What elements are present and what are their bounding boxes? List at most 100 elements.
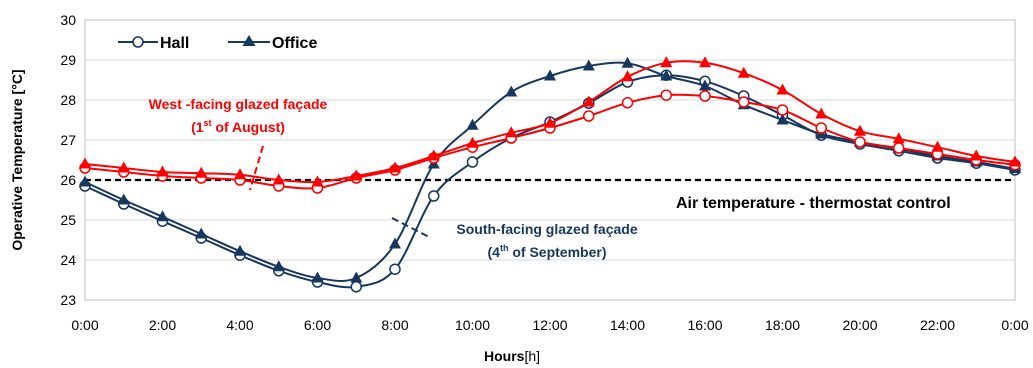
legend-hall-label: Hall	[160, 35, 189, 52]
data-point-west-office	[970, 149, 983, 161]
data-point-south-office	[544, 69, 556, 81]
data-point-west-hall	[776, 104, 789, 116]
x-tick-label: 12:00	[532, 317, 567, 333]
data-point-west-office	[621, 70, 634, 82]
data-point-west-office	[311, 175, 324, 187]
west-annotation-pointer	[249, 145, 264, 191]
data-point-west-office	[466, 136, 479, 148]
data-point-south-office	[272, 260, 285, 272]
data-point-west-office	[699, 56, 711, 68]
x-tick-labels: 0:00 2:00 4:00 6:00 8:00 10:00 12:00 14:00 16:00…	[71, 317, 1028, 333]
data-point-south-office	[776, 113, 789, 125]
data-point-south-office	[156, 210, 169, 222]
x-tick-label: 4:00	[226, 317, 253, 333]
data-point-south-office	[660, 69, 673, 81]
south-annotation-pre: (4	[488, 244, 501, 260]
south-annotation-pointer	[391, 217, 432, 239]
x-tick-label: 0:00	[1001, 317, 1028, 333]
x-tick-label: 14:00	[610, 317, 645, 333]
data-point-south-office	[311, 271, 324, 283]
data-point-west-office	[931, 140, 944, 152]
data-point-south-office	[582, 59, 595, 71]
data-point-south-hall	[428, 190, 440, 202]
data-point-west-office	[660, 56, 673, 68]
data-point-south-office	[699, 79, 711, 91]
reference-line-label: Air temperature - thermostat control	[676, 195, 951, 212]
data-point-west-hall	[815, 122, 827, 134]
data-point-west-hall	[621, 97, 634, 109]
data-point-south-office	[621, 56, 634, 68]
west-annotation-sup: st	[204, 118, 212, 128]
data-point-west-office	[427, 149, 440, 161]
legend-office-label: Office	[272, 35, 317, 52]
y-tick-label: 30	[60, 12, 76, 28]
x-axis-title-main: Hours	[484, 348, 525, 364]
data-point-west-hall	[583, 110, 595, 122]
west-annotation-pre: (1	[191, 119, 204, 135]
x-tick-label: 8:00	[381, 317, 408, 333]
data-point-south-office	[389, 237, 401, 249]
data-point-west-office	[272, 173, 285, 185]
data-point-west-office	[776, 83, 789, 95]
data-point-west-hall	[660, 89, 672, 101]
y-tick-label: 26	[60, 172, 76, 188]
x-tick-label: 18:00	[765, 317, 800, 333]
data-point-west-office	[505, 126, 518, 138]
y-tick-label: 24	[60, 252, 76, 268]
south-annotation-sup: th	[500, 243, 509, 253]
x-tick-label: 10:00	[455, 317, 490, 333]
data-point-west-hall	[699, 90, 711, 102]
x-axis-title-unit: [h]	[524, 348, 540, 364]
south-annotation-line2: (4th of September)	[488, 243, 607, 260]
data-point-west-office	[1009, 155, 1021, 167]
data-point-west-office	[156, 165, 169, 177]
west-annotation-post: of August)	[212, 119, 285, 135]
x-tick-label: 2:00	[149, 317, 176, 333]
data-point-west-hall	[893, 142, 905, 154]
data-point-west-office	[350, 169, 363, 181]
x-axis-title: Hours[h]	[484, 348, 540, 364]
south-annotation-post: of September)	[508, 244, 606, 260]
data-point-west-office	[582, 95, 595, 107]
west-annotation-line1: West -facing glazed façade	[149, 96, 328, 112]
data-point-south-hall	[466, 156, 479, 168]
x-tick-label: 22:00	[920, 317, 955, 333]
west-annotation-line2: (1st of August)	[191, 118, 285, 135]
data-point-south-office	[350, 271, 363, 283]
data-point-west-office	[234, 168, 246, 180]
data-point-west-office	[389, 161, 401, 173]
data-point-south-office	[234, 244, 246, 256]
series-west-office	[79, 56, 1021, 187]
data-point-south-office	[195, 227, 208, 239]
data-point-west-hall	[854, 136, 866, 148]
data-point-south-hall	[389, 263, 401, 275]
legend-office-marker	[242, 35, 256, 46]
y-tick-label: 27	[60, 132, 76, 148]
data-point-west-office	[737, 66, 750, 78]
data-point-west-office	[544, 116, 556, 128]
data-point-west-office	[79, 157, 91, 169]
x-tick-label: 0:00	[71, 317, 98, 333]
data-point-south-office	[117, 193, 130, 205]
legend: Hall Office	[118, 35, 317, 52]
y-axis-title: Operative Temperature [°C]	[9, 69, 25, 250]
y-tick-label: 29	[60, 52, 76, 68]
x-tick-label: 6:00	[304, 317, 331, 333]
data-point-south-hall	[350, 281, 362, 293]
y-tick-label: 28	[60, 92, 76, 108]
data-point-west-office	[815, 107, 828, 119]
y-tick-label: 25	[60, 212, 76, 228]
data-point-west-hall	[738, 96, 750, 108]
y-tick-labels: 23 24 25 26 27 28 29 30	[60, 12, 76, 308]
x-tick-label: 16:00	[687, 317, 722, 333]
data-point-west-office	[892, 132, 905, 144]
south-annotation-line1: South-facing glazed façade	[456, 221, 637, 237]
x-tick-label: 20:00	[842, 317, 877, 333]
data-point-south-office	[79, 175, 91, 187]
data-point-west-office	[195, 166, 208, 178]
legend-hall-marker	[132, 36, 144, 48]
data-point-west-office	[854, 124, 866, 136]
series-group	[79, 56, 1021, 293]
data-point-west-office	[117, 161, 130, 173]
